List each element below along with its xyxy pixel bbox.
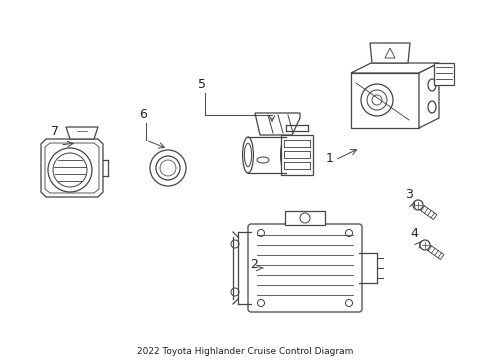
Circle shape	[345, 230, 352, 237]
Bar	[281, 135, 313, 175]
Circle shape	[361, 84, 393, 116]
Circle shape	[160, 160, 176, 176]
Circle shape	[156, 156, 180, 180]
Circle shape	[413, 200, 423, 210]
Circle shape	[345, 300, 352, 306]
Polygon shape	[45, 143, 99, 193]
Ellipse shape	[428, 101, 436, 113]
Text: 1: 1	[326, 152, 334, 165]
Text: 2022 Toyota Highlander Cruise Control Diagram: 2022 Toyota Highlander Cruise Control Di…	[137, 347, 353, 356]
Circle shape	[231, 240, 239, 248]
FancyBboxPatch shape	[248, 224, 362, 312]
Ellipse shape	[257, 157, 269, 163]
Text: 2: 2	[250, 258, 258, 271]
Text: 4: 4	[410, 227, 418, 240]
Polygon shape	[427, 246, 444, 260]
Text: 6: 6	[139, 108, 147, 121]
Polygon shape	[66, 127, 98, 139]
Circle shape	[420, 240, 430, 250]
Ellipse shape	[281, 137, 292, 173]
Bar	[351, 73, 419, 128]
Circle shape	[300, 213, 310, 223]
Polygon shape	[370, 43, 410, 63]
Polygon shape	[419, 63, 439, 128]
Ellipse shape	[245, 143, 251, 167]
Ellipse shape	[243, 137, 253, 173]
Polygon shape	[385, 48, 395, 58]
Circle shape	[367, 90, 387, 110]
Polygon shape	[420, 206, 437, 220]
Polygon shape	[41, 139, 103, 197]
Bar	[434, 63, 454, 85]
Bar	[285, 211, 325, 225]
Polygon shape	[351, 63, 439, 73]
Ellipse shape	[428, 79, 436, 91]
Circle shape	[48, 148, 92, 192]
Text: 5: 5	[198, 78, 206, 91]
Text: 3: 3	[405, 188, 413, 201]
Circle shape	[258, 230, 265, 237]
Circle shape	[53, 153, 87, 187]
Circle shape	[258, 300, 265, 306]
Circle shape	[372, 95, 382, 105]
Circle shape	[231, 288, 239, 296]
Text: 7: 7	[51, 125, 59, 138]
Polygon shape	[255, 113, 300, 135]
Circle shape	[150, 150, 186, 186]
